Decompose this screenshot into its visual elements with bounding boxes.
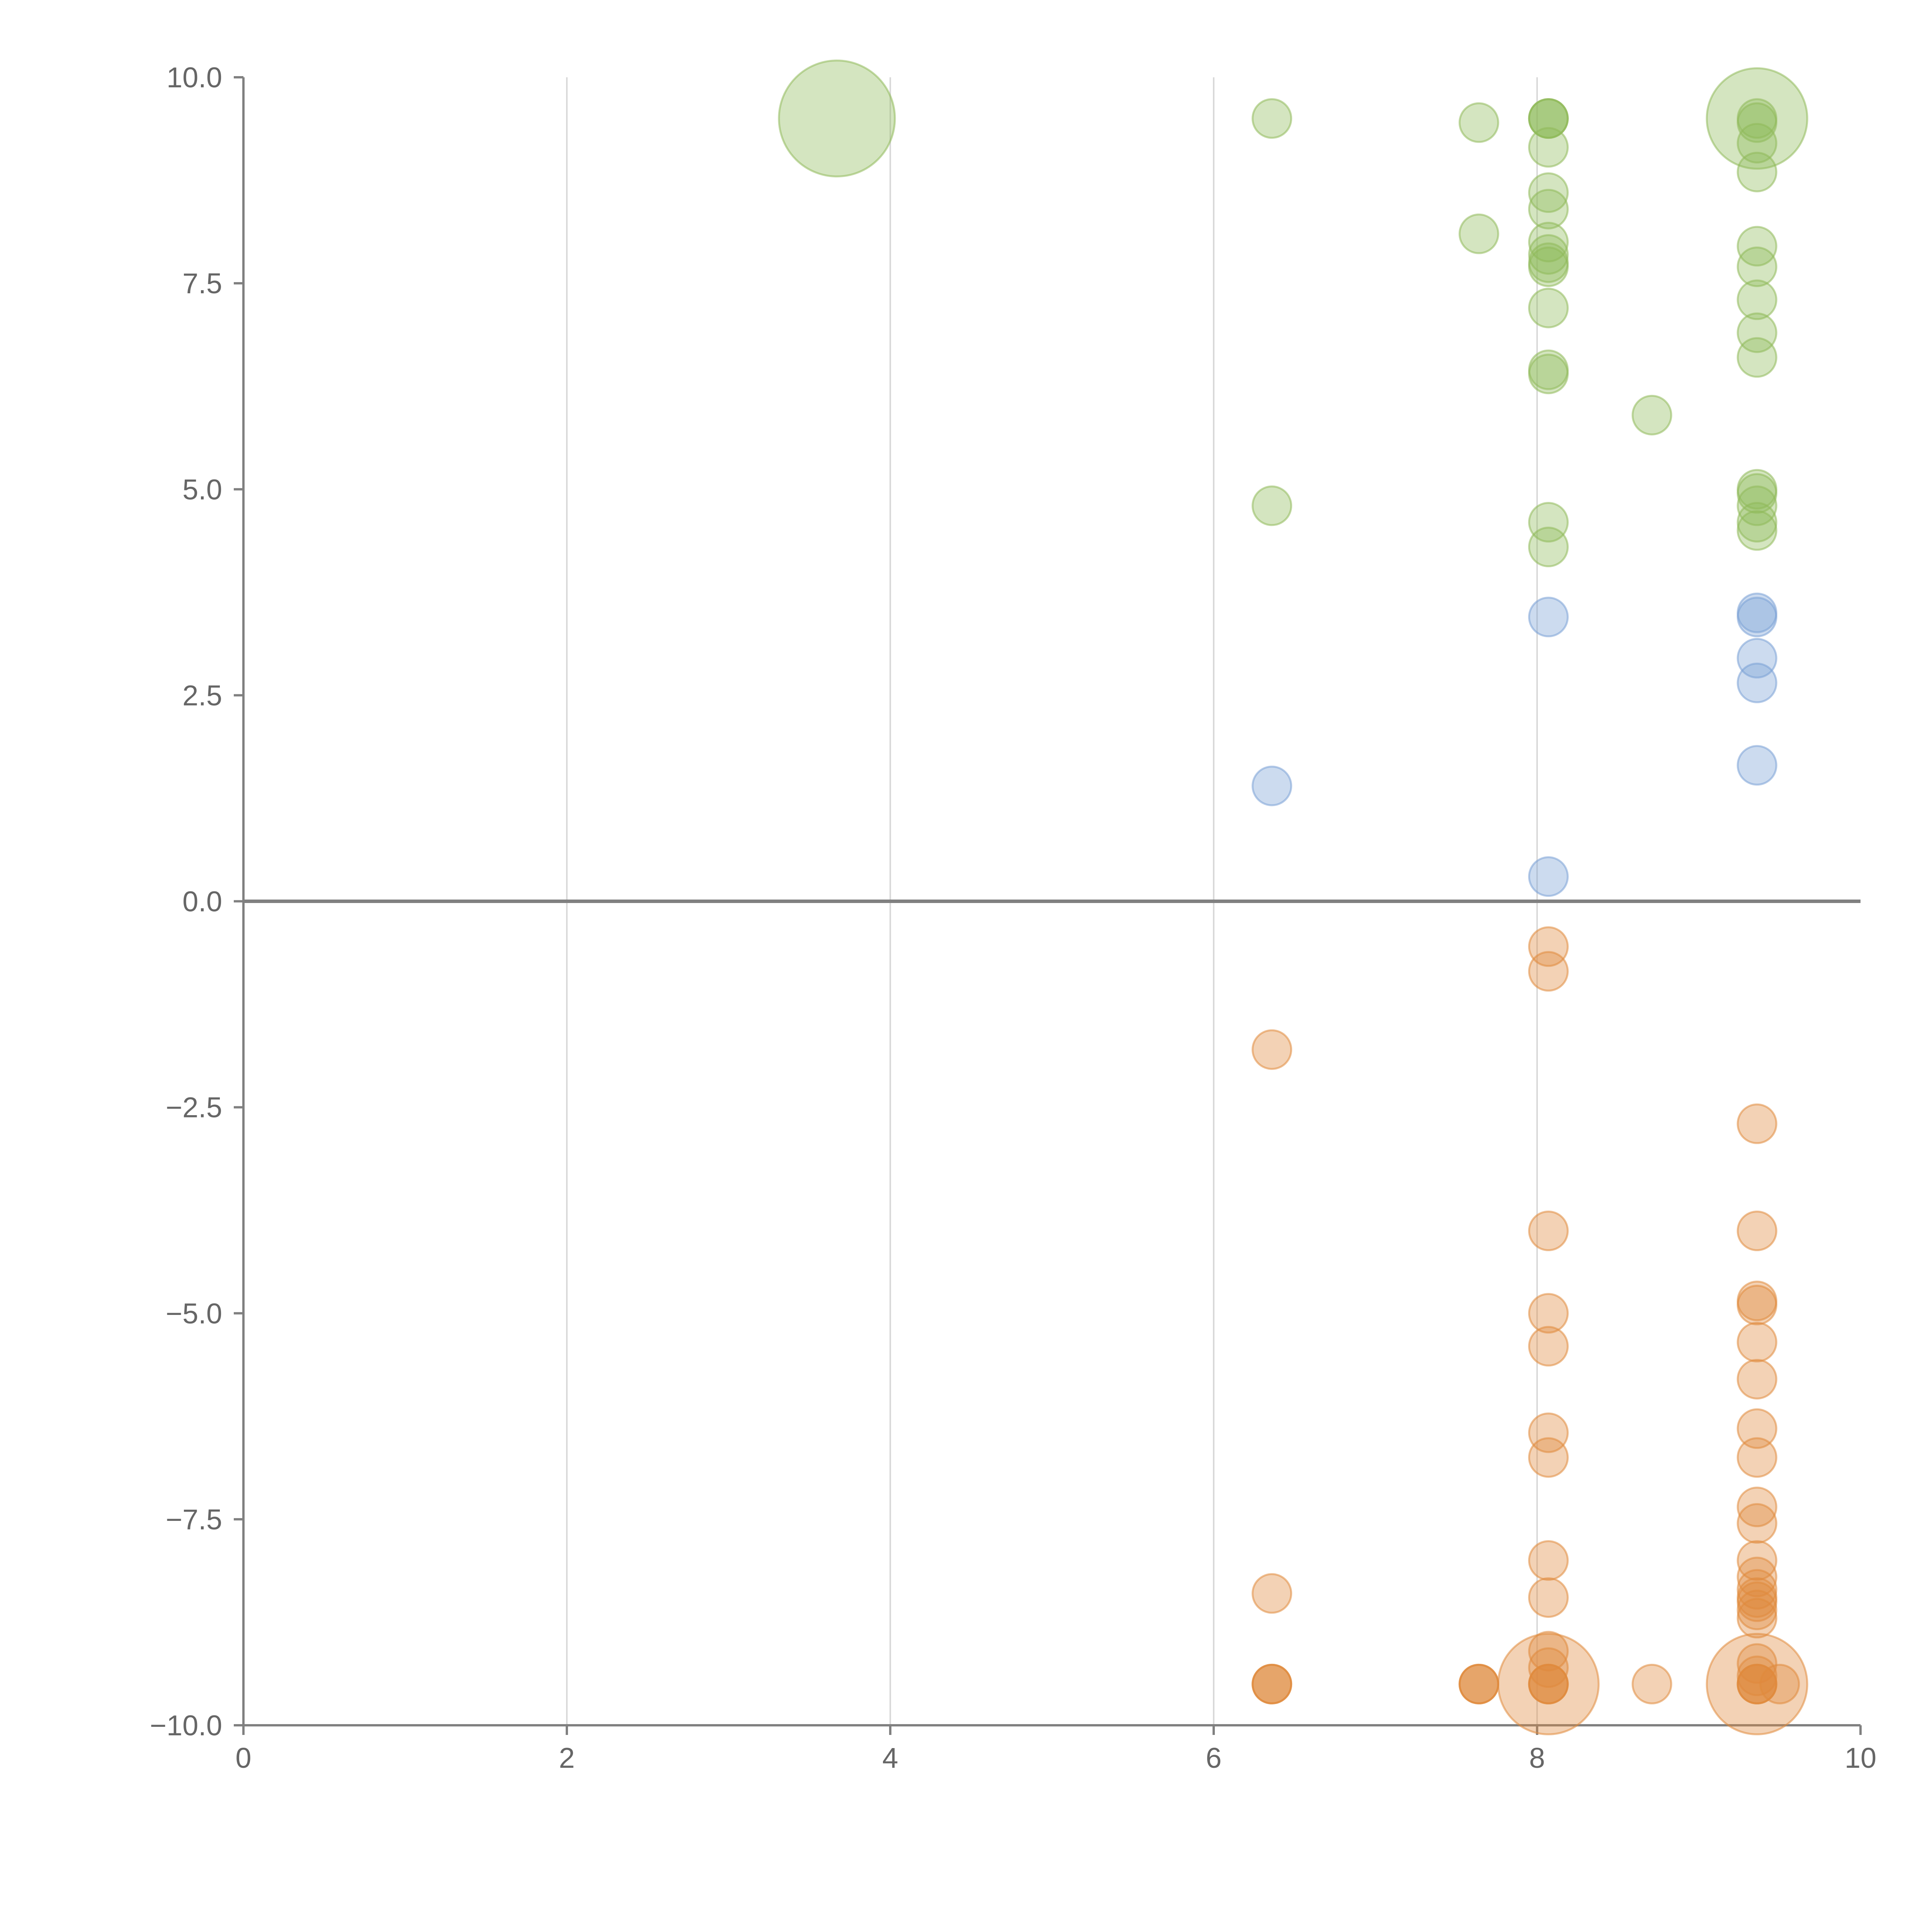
x-tick-label: 6 [1206, 1742, 1221, 1774]
scatter-point [1736, 312, 1777, 353]
scatter-point [1736, 485, 1777, 526]
scatter-point [1736, 279, 1777, 320]
scatter-point [1528, 189, 1569, 230]
scatter-point [1528, 172, 1569, 213]
scatter-point [1736, 1503, 1777, 1544]
scatter-point [1631, 1663, 1672, 1704]
scatter-point [1497, 1633, 1600, 1735]
scatter-point [1736, 1359, 1777, 1400]
scatter-point [1736, 502, 1777, 543]
scatter-point [1736, 1103, 1777, 1144]
scatter-point [1631, 395, 1672, 435]
scatter-point [1736, 473, 1777, 514]
scatter-point [1528, 1577, 1569, 1618]
scatter-point [1736, 102, 1777, 143]
scatter-point [1528, 502, 1569, 543]
scatter-point [1706, 67, 1808, 170]
scatter-point [1528, 951, 1569, 992]
scatter-point [1736, 510, 1777, 551]
scatter-point [1458, 1663, 1499, 1704]
scatter-point [1736, 1486, 1777, 1527]
scatter-point [1736, 1569, 1777, 1610]
tick-labels-layer: 0 2 4 6 8 10 10.0 7.5 5.0 2.5 0.0 −2.5 −5.0 −7.5 −10.0 [150, 61, 1876, 1774]
x-tick-label: 4 [882, 1742, 898, 1774]
scatter-point [1528, 98, 1569, 139]
scatter-point [1528, 127, 1569, 168]
scatter-point [1736, 1284, 1777, 1325]
y-tick-label: 10.0 [167, 61, 222, 94]
scatter-point [1759, 1663, 1800, 1704]
scatter-point [1252, 1663, 1293, 1704]
scatter-point [1736, 1663, 1777, 1704]
scatter-point [1736, 662, 1777, 703]
scatter-point [1252, 98, 1293, 139]
y-tick-label: 2.5 [182, 679, 222, 711]
scatter-point [1736, 123, 1777, 164]
scatter-point [1252, 765, 1293, 806]
scatter-point [1736, 1581, 1777, 1622]
scatter-point [1528, 1631, 1569, 1672]
y-tick-label: 7.5 [182, 267, 222, 299]
scatter-point [1528, 1437, 1569, 1478]
scatter-point [1736, 1598, 1777, 1639]
axes-layer [234, 76, 1862, 1735]
y-tick-label: −7.5 [166, 1503, 222, 1536]
scatter-point [1736, 1589, 1777, 1630]
scatter-point [1528, 527, 1569, 568]
scatter-point [1528, 246, 1569, 287]
points-layer [778, 60, 1808, 1735]
scatter-point [1528, 222, 1569, 262]
scatter-point [1736, 226, 1777, 267]
y-tick-label: −10.0 [150, 1709, 222, 1742]
scatter-point [1458, 102, 1499, 143]
scatter-point [1736, 1540, 1777, 1581]
scatter-point [1736, 1408, 1777, 1449]
scatter-point [1706, 1633, 1808, 1735]
y-tick-label: 0.0 [182, 886, 222, 918]
y-tick-label: −2.5 [166, 1092, 222, 1124]
scatter-point [1252, 485, 1293, 526]
scatter-point [1528, 856, 1569, 897]
scatter-point [1528, 1540, 1569, 1581]
scatter-point [1736, 337, 1777, 378]
scatter-point [1252, 1573, 1293, 1614]
scatter-point [1736, 151, 1777, 192]
scatter-point [1528, 926, 1569, 967]
scatter-point [1736, 246, 1777, 287]
scatter-point [1528, 234, 1569, 275]
scatter-point [1528, 1293, 1569, 1334]
scatter-point [1736, 1437, 1777, 1478]
scatter-point [1736, 1321, 1777, 1362]
scatter-point [1528, 1412, 1569, 1453]
scatter-point [1736, 1211, 1777, 1251]
scatter-point [1736, 1556, 1777, 1597]
scatter-point [1528, 354, 1569, 395]
scatter-point [1736, 1655, 1777, 1696]
scatter-point [1528, 1326, 1569, 1367]
y-tick-label: −5.0 [166, 1298, 222, 1330]
scatter-point [1528, 1211, 1569, 1251]
x-tick-label: 0 [235, 1742, 251, 1774]
scatter-point [1736, 597, 1777, 638]
scatter-point [1528, 287, 1569, 328]
y-tick-label: 5.0 [182, 473, 222, 505]
scatter-point [1528, 1663, 1569, 1704]
x-tick-label: 2 [559, 1742, 575, 1774]
scatter-point [1736, 745, 1777, 786]
x-tick-label: 10 [1845, 1742, 1876, 1774]
scatter-point [1252, 1029, 1293, 1070]
scatter-point [1528, 1647, 1569, 1688]
scatter-point [1736, 638, 1777, 679]
scatter-point [1528, 597, 1569, 638]
x-tick-label: 8 [1529, 1742, 1545, 1774]
scatter-point [1736, 1643, 1777, 1684]
scatter-point [1458, 213, 1499, 254]
scatter-point [778, 60, 896, 178]
